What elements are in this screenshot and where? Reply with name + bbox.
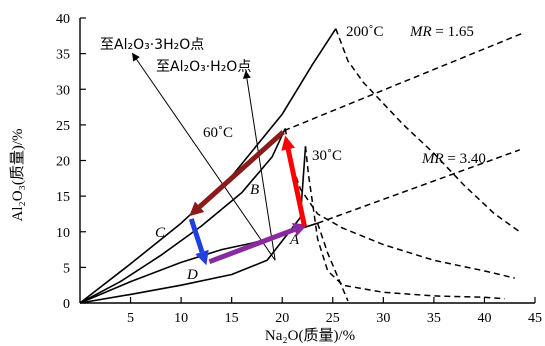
process-arrow-shaft	[197, 130, 285, 209]
process-arrow-shaft	[285, 148, 307, 227]
to-monohydrate-label: 至Al₂O₃·H₂O点	[156, 59, 251, 75]
y-tick-label: 25	[56, 119, 70, 134]
mr-high-symbol: MR	[409, 24, 432, 40]
x-tick-label: 35	[427, 311, 441, 326]
temp-label-200: 200˚C	[346, 24, 384, 40]
temp-label-30: 30˚C	[312, 148, 342, 164]
process-arrow-4	[281, 135, 307, 227]
pointer-arrow-1	[132, 52, 276, 261]
y-tick-label: 0	[63, 297, 70, 312]
point-label-a: A	[289, 232, 300, 248]
y-tick-label: 10	[56, 226, 70, 241]
x-tick-label: 30	[376, 311, 390, 326]
mr-label-high: MR = 1.65	[409, 24, 474, 40]
dashed-curve-2	[335, 28, 521, 233]
x-tick-label: 15	[225, 311, 239, 326]
point-label-b: B	[250, 182, 259, 198]
x-tick-label: 40	[477, 311, 491, 326]
process-arrow-head	[189, 201, 205, 217]
mr-low-symbol: MR	[421, 151, 444, 167]
process-arrows	[188, 130, 308, 266]
process-arrow-2	[188, 218, 209, 266]
y-tick-label: 40	[56, 12, 70, 27]
x-axis-title: Na₂O(质量)/%	[265, 327, 355, 344]
process-arrow-shaft	[208, 227, 296, 265]
x-tick-label: 25	[326, 311, 340, 326]
thin-arrows	[132, 52, 276, 261]
y-tick-label: 35	[56, 48, 70, 63]
y-tick-label: 20	[56, 155, 70, 170]
x-tick-label: 5	[127, 311, 134, 326]
dashed-curve-8	[316, 222, 349, 302]
x-tick-label: 10	[174, 311, 188, 326]
dashed-curve-7	[304, 146, 505, 300]
process-arrow-1	[189, 130, 285, 217]
y-tick-label: 5	[63, 261, 70, 276]
temp-label-60: 60˚C	[203, 125, 233, 141]
y-tick-label: 30	[56, 83, 70, 98]
mr-high-value: = 1.65	[432, 24, 474, 40]
y-axis-title: Al₂O₃(质量)/%	[9, 129, 26, 222]
x-tick-label: 20	[275, 311, 289, 326]
process-arrow-head	[195, 249, 209, 266]
x-tick-label: 45	[528, 311, 542, 326]
mr-label-low: MR = 3.40	[421, 151, 486, 167]
tick-labels: 5 10 15 20 25 30 35 40 45 0 5 10 15 20 25 30 35 40	[56, 12, 542, 326]
process-arrow-shaft	[188, 218, 205, 253]
dashed-curve-9	[283, 31, 526, 132]
point-label-d: D	[186, 267, 198, 283]
process-arrow-3	[208, 223, 308, 265]
mr-low-value: = 3.40	[444, 151, 486, 167]
y-tick-label: 15	[56, 190, 70, 205]
point-label-c: C	[155, 225, 166, 241]
pointer-arrow-2	[242, 70, 276, 261]
process-arrow-head	[281, 135, 296, 151]
solid-curve-3	[79, 128, 287, 304]
dashed-curve-10	[317, 149, 521, 224]
to-trihydrate-label: 至Al₂O₃·3H₂O点	[100, 37, 204, 53]
process-arrow-head	[291, 223, 308, 237]
